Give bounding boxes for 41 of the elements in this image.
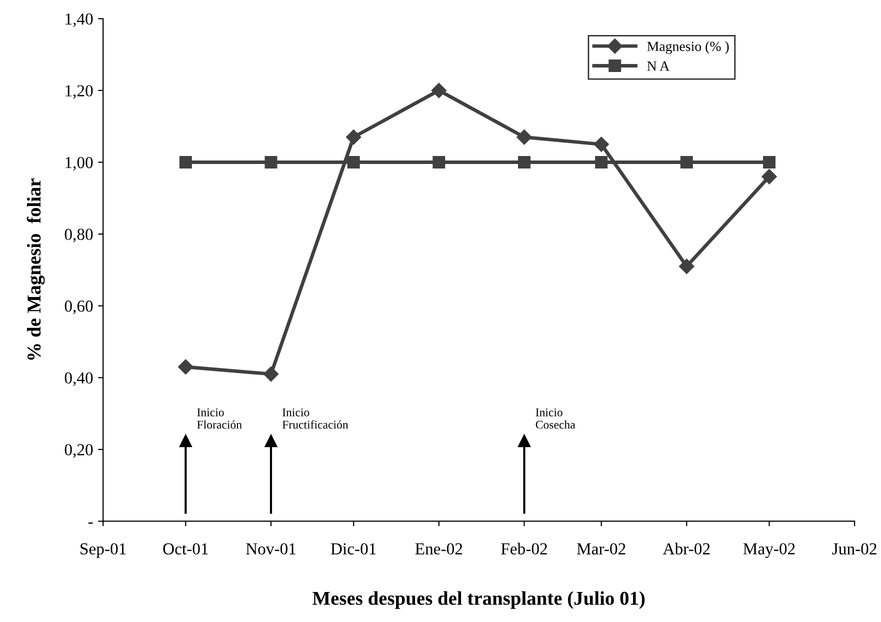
x-tick-label: Nov-01 <box>246 543 296 554</box>
x-tick-label: Mar-02 <box>576 543 626 554</box>
point <box>516 130 532 145</box>
point <box>347 156 360 169</box>
point <box>762 156 776 169</box>
point <box>178 359 194 374</box>
legend-label: Magnesio (% ) <box>647 41 729 54</box>
ref-line-label: Inicio Fructificación <box>282 408 348 429</box>
point <box>346 130 362 145</box>
x-tick-label: Jun-02 <box>832 543 876 554</box>
point <box>179 156 192 169</box>
point <box>264 156 278 169</box>
x-tick-label: Ene-02 <box>415 543 462 554</box>
y-tick-label: 1,40 <box>66 13 93 28</box>
y-tick-label: 0,40 <box>64 372 93 386</box>
point <box>263 366 279 382</box>
y-tick-label: 0,60 <box>64 300 93 314</box>
y-tick-label: 1,20 <box>66 85 93 99</box>
point <box>680 156 693 169</box>
legend-label: N A <box>647 61 670 71</box>
point <box>594 136 609 152</box>
x-tick-label: Abr-02 <box>662 542 710 554</box>
ref-line-label: Inicio Cosecha <box>536 408 576 429</box>
point <box>762 169 777 184</box>
x-tick-label: May-02 <box>743 543 795 558</box>
x-tick-label: Dic-01 <box>330 543 376 554</box>
y-axis-title: % de Magnesio foliar <box>26 178 45 360</box>
point <box>518 156 530 169</box>
x-tick-label: Oct-01 <box>163 543 208 554</box>
point <box>432 156 446 169</box>
y-tick-label: 0,80 <box>64 228 93 242</box>
x-tick-label: Feb-02 <box>501 542 547 554</box>
point <box>431 82 446 98</box>
y-tick-label: 0,20 <box>64 444 93 458</box>
x-tick-label: Sep-01 <box>80 543 126 558</box>
y-tick-label: - <box>88 522 93 524</box>
x-axis-title: Meses despues del transplante (Julio 01) <box>312 591 645 609</box>
point <box>595 156 608 169</box>
y-tick-label: 1,00 <box>66 156 93 171</box>
point <box>679 258 694 274</box>
ref-line-label: Inicio Floración <box>197 408 242 429</box>
